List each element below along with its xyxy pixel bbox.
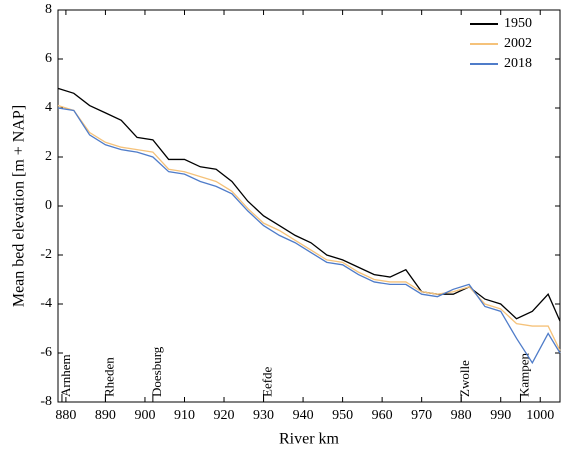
y-tick-label: -6	[40, 345, 52, 360]
series-line	[57, 87, 561, 322]
x-tick-label: 1000	[526, 408, 554, 423]
y-tick-label: 8	[45, 2, 52, 17]
series-line	[57, 107, 561, 365]
annotation: Eefde	[260, 366, 275, 397]
x-tick-label: 980	[451, 408, 472, 423]
x-tick-label: 940	[293, 408, 314, 423]
x-tick-label: 970	[411, 408, 432, 423]
y-tick-label: -4	[40, 296, 52, 311]
legend-label: 1950	[504, 16, 532, 31]
legend-label: 2002	[504, 36, 532, 51]
y-tick-label: 0	[45, 198, 52, 213]
x-tick-label: 910	[174, 408, 195, 423]
x-tick-label: 880	[55, 408, 76, 423]
annotation: Zwolle	[457, 360, 472, 397]
legend-label: 2018	[504, 56, 532, 71]
x-tick-label: 950	[332, 408, 353, 423]
x-axis-label: River km	[279, 431, 340, 448]
annotation: Kampen	[516, 352, 531, 397]
y-axis-label: Mean bed elevation [m + NAP]	[11, 105, 28, 307]
y-tick-label: 2	[45, 149, 52, 164]
annotation: Arnhem	[58, 354, 73, 397]
x-tick-label: 930	[253, 408, 274, 423]
x-tick-label: 900	[134, 408, 155, 423]
annotation: Doesburg	[149, 346, 164, 397]
x-tick-label: 890	[95, 408, 116, 423]
y-tick-label: 4	[45, 100, 52, 115]
y-tick-label: -8	[40, 394, 52, 409]
plot-frame	[57, 9, 561, 403]
x-tick-label: 990	[490, 408, 511, 423]
x-tick-label: 960	[372, 408, 393, 423]
annotation: Rheden	[101, 357, 116, 397]
y-tick-label: 6	[45, 51, 52, 66]
y-tick-label: -2	[40, 247, 52, 262]
series-line	[57, 104, 561, 351]
x-tick-label: 920	[214, 408, 235, 423]
